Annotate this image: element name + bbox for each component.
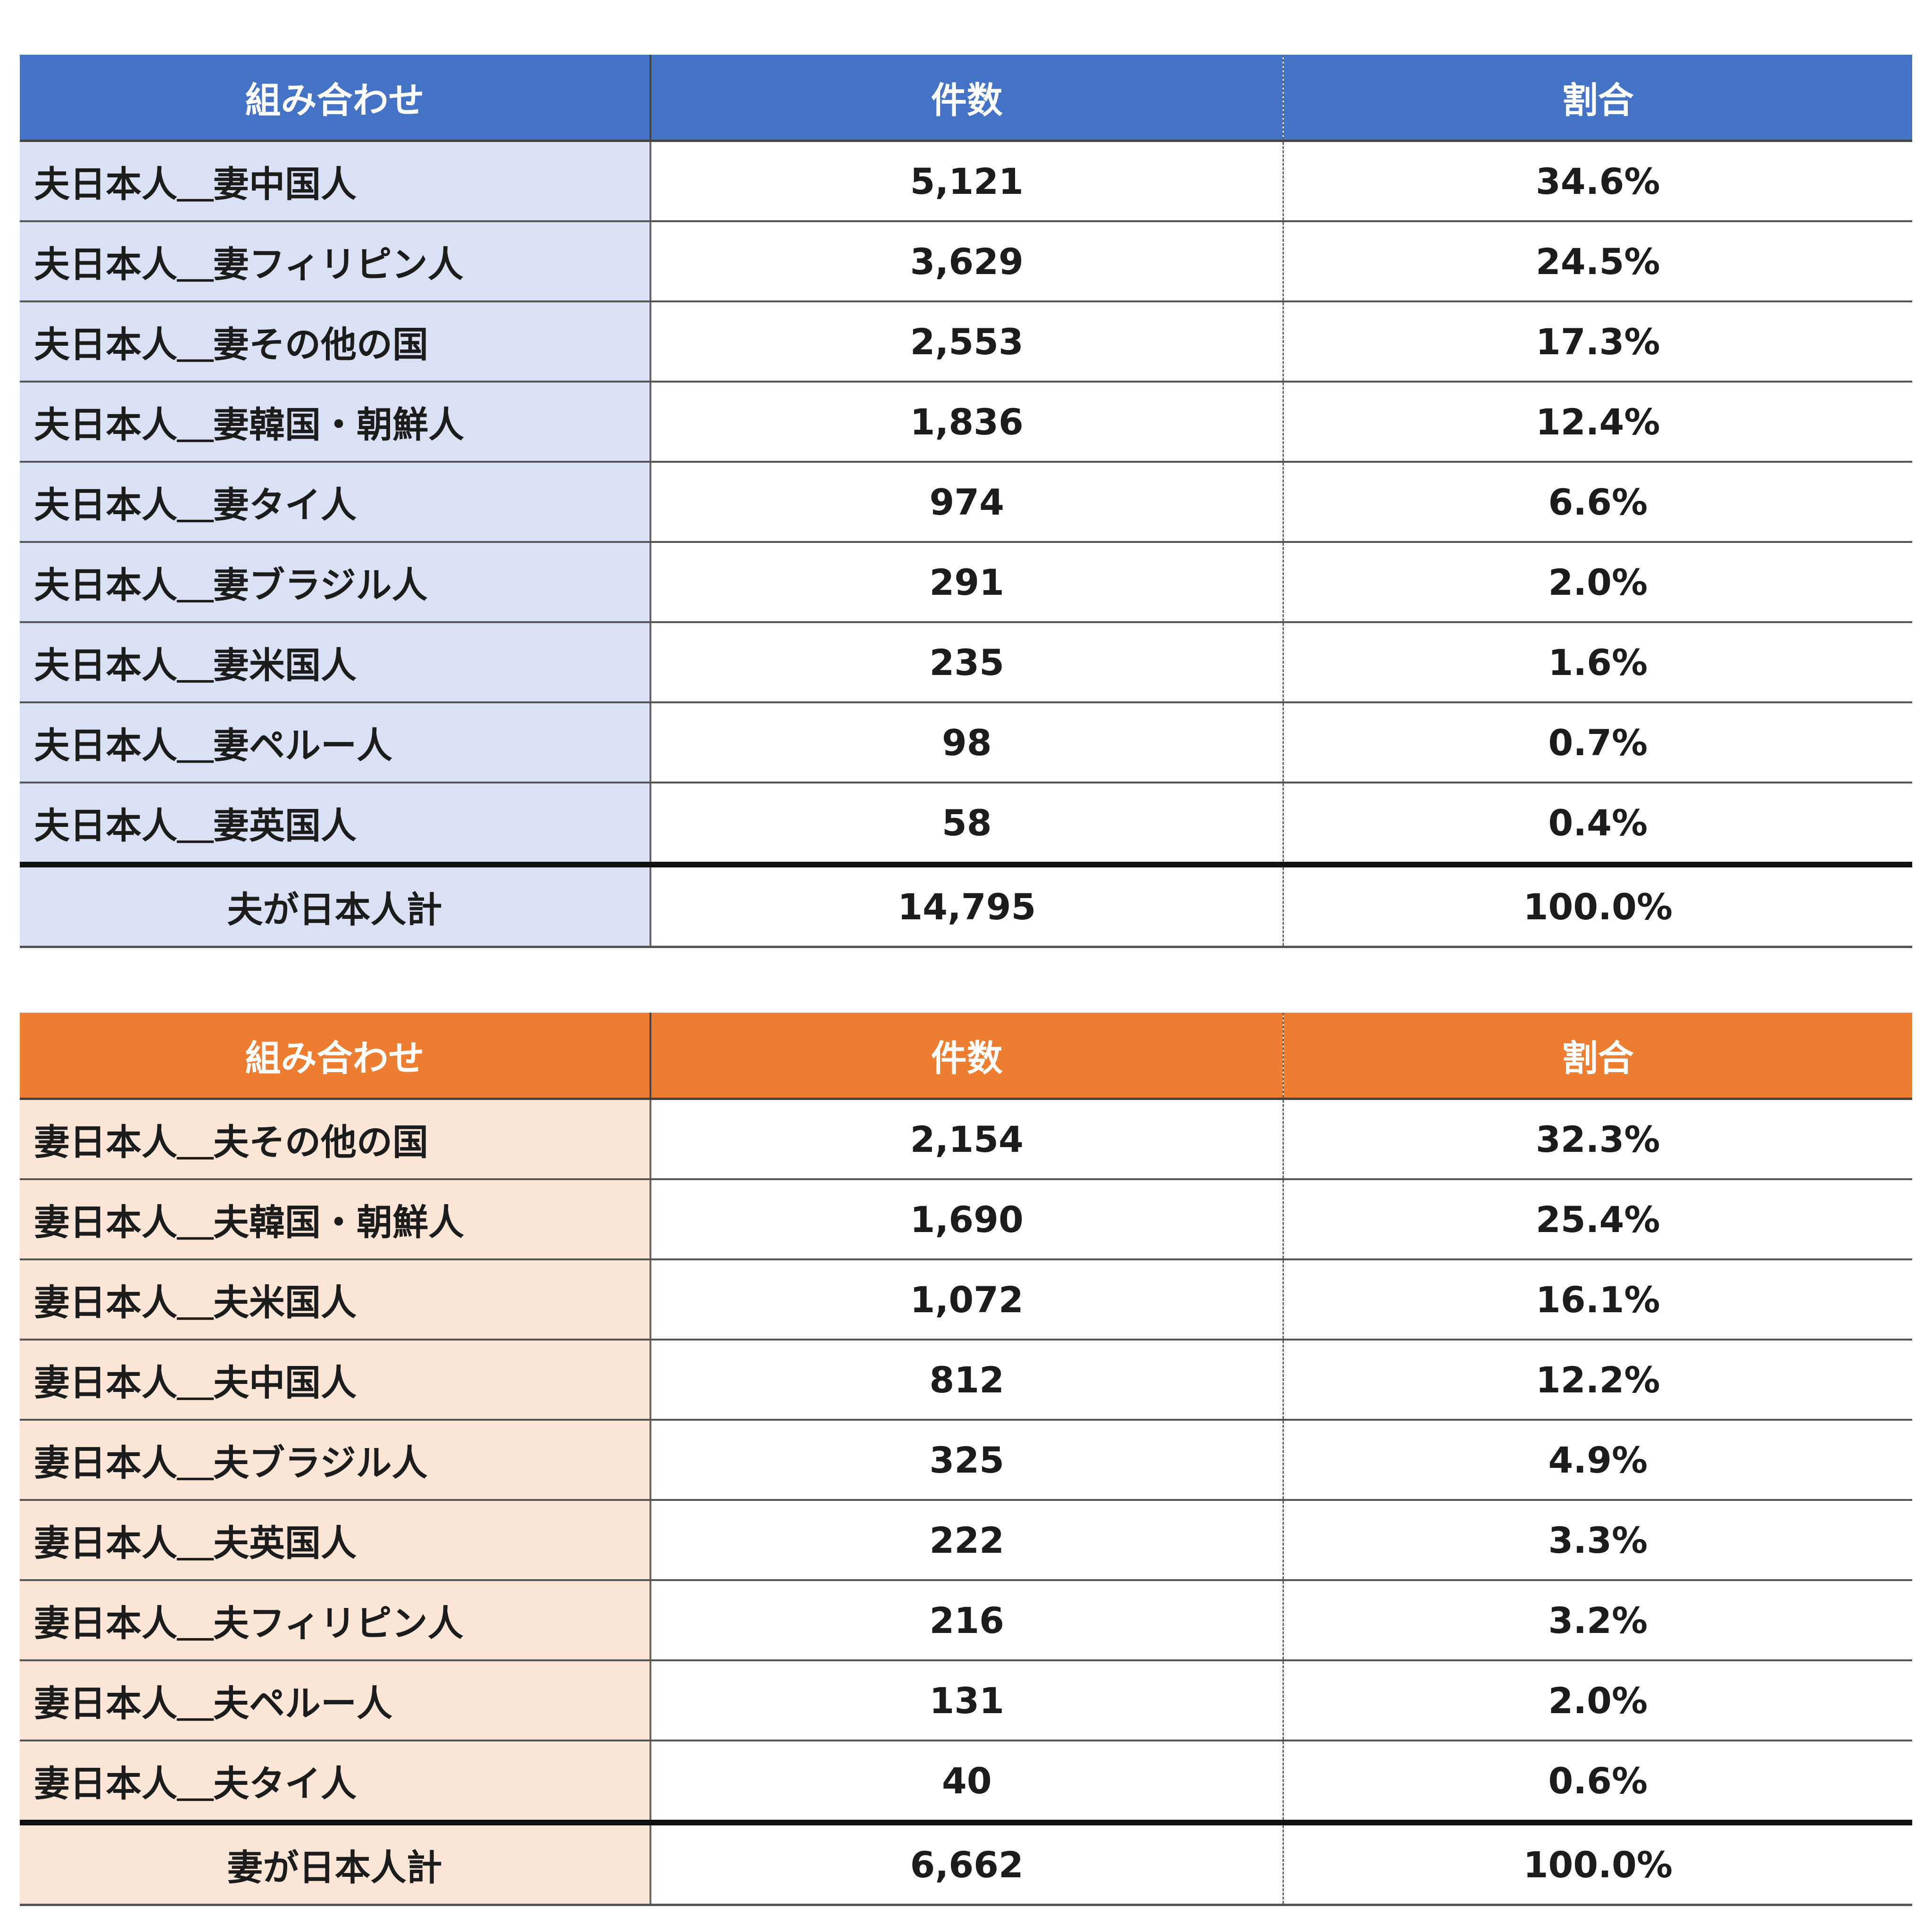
combination-cell: 妻日本人＿夫その他の国 (20, 1099, 651, 1180)
ratio-cell: 0.7% (1282, 702, 1912, 783)
count-cell: 216 (650, 1580, 1283, 1661)
count-cell: 325 (650, 1420, 1283, 1501)
total-ratio: 100.0% (1282, 1820, 1912, 1906)
ratio-cell: 12.2% (1282, 1340, 1912, 1421)
table-row: 妻日本人＿夫英国人 222 3.3% (20, 1500, 1912, 1581)
column-header-count: 件数 (650, 55, 1283, 142)
ratio-cell: 34.6% (1282, 141, 1912, 222)
table-row: 夫日本人＿妻韓国・朝鮮人 1,836 12.4% (20, 382, 1912, 463)
count-cell: 2,154 (650, 1099, 1283, 1180)
combination-cell: 妻日本人＿夫韓国・朝鮮人 (20, 1179, 651, 1260)
combination-cell: 夫日本人＿妻韓国・朝鮮人 (20, 382, 651, 463)
column-header-ratio: 割合 (1282, 55, 1912, 142)
count-cell: 974 (650, 462, 1283, 543)
ratio-cell: 24.5% (1282, 221, 1912, 302)
table-row: 夫日本人＿妻フィリピン人 3,629 24.5% (20, 221, 1912, 302)
count-cell: 1,836 (650, 382, 1283, 463)
ratio-cell: 4.9% (1282, 1420, 1912, 1501)
ratio-cell: 12.4% (1282, 382, 1912, 463)
table-row: 夫日本人＿妻その他の国 2,553 17.3% (20, 301, 1912, 383)
header-row: 組み合わせ 件数 割合 (20, 1013, 1912, 1100)
count-cell: 1,690 (650, 1179, 1283, 1260)
combination-cell: 妻日本人＿夫中国人 (20, 1340, 651, 1421)
combination-cell: 妻日本人＿夫ペルー人 (20, 1660, 651, 1741)
ratio-cell: 2.0% (1282, 542, 1912, 623)
count-cell: 131 (650, 1660, 1283, 1741)
combination-cell: 夫日本人＿妻その他の国 (20, 301, 651, 383)
combination-cell: 妻日本人＿夫英国人 (20, 1500, 651, 1581)
header-row: 組み合わせ 件数 割合 (20, 55, 1912, 142)
table-row: 夫日本人＿妻タイ人 974 6.6% (20, 462, 1912, 543)
table-row: 妻日本人＿夫中国人 812 12.2% (20, 1340, 1912, 1421)
combination-cell: 妻日本人＿夫タイ人 (20, 1740, 651, 1824)
column-header-ratio: 割合 (1282, 1013, 1912, 1100)
combination-cell: 夫日本人＿妻ペルー人 (20, 702, 651, 783)
count-cell: 291 (650, 542, 1283, 623)
combination-cell: 夫日本人＿妻フィリピン人 (20, 221, 651, 302)
table-row: 妻日本人＿夫ペルー人 131 2.0% (20, 1660, 1912, 1741)
table-row: 妻日本人＿夫その他の国 2,154 32.3% (20, 1099, 1912, 1180)
ratio-cell: 0.4% (1282, 783, 1912, 866)
count-cell: 98 (650, 702, 1283, 783)
ratio-cell: 17.3% (1282, 301, 1912, 383)
count-cell: 58 (650, 783, 1283, 866)
table-row: 妻日本人＿夫米国人 1,072 16.1% (20, 1259, 1912, 1341)
combination-cell: 夫日本人＿妻米国人 (20, 622, 651, 703)
ratio-cell: 25.4% (1282, 1179, 1912, 1260)
combination-cell: 妻日本人＿夫フィリピン人 (20, 1580, 651, 1661)
table-row: 夫日本人＿妻ブラジル人 291 2.0% (20, 542, 1912, 623)
combination-cell: 夫日本人＿妻英国人 (20, 783, 651, 866)
ratio-cell: 0.6% (1282, 1740, 1912, 1824)
table-row: 夫日本人＿妻英国人 58 0.4% (20, 783, 1912, 866)
count-cell: 812 (650, 1340, 1283, 1421)
combination-cell: 夫日本人＿妻中国人 (20, 141, 651, 222)
ratio-cell: 3.2% (1282, 1580, 1912, 1661)
count-cell: 235 (650, 622, 1283, 703)
table-row: 夫日本人＿妻米国人 235 1.6% (20, 622, 1912, 703)
husband-japanese-table: 組み合わせ 件数 割合 夫日本人＿妻中国人 5,121 34.6% 夫日本人＿妻… (20, 55, 1912, 948)
count-cell: 222 (650, 1500, 1283, 1581)
combination-cell: 夫日本人＿妻ブラジル人 (20, 542, 651, 623)
count-cell: 3,629 (650, 221, 1283, 302)
ratio-cell: 32.3% (1282, 1099, 1912, 1180)
total-ratio: 100.0% (1282, 862, 1912, 948)
total-label: 妻が日本人計 (20, 1820, 651, 1906)
column-header-count: 件数 (650, 1013, 1283, 1100)
ratio-cell: 16.1% (1282, 1259, 1912, 1341)
column-header-combination: 組み合わせ (20, 55, 651, 142)
count-cell: 1,072 (650, 1259, 1283, 1341)
ratio-cell: 6.6% (1282, 462, 1912, 543)
total-count: 14,795 (650, 862, 1283, 948)
table-row: 妻日本人＿夫韓国・朝鮮人 1,690 25.4% (20, 1179, 1912, 1260)
table-row: 妻日本人＿夫タイ人 40 0.6% (20, 1740, 1912, 1824)
combination-cell: 妻日本人＿夫米国人 (20, 1259, 651, 1341)
ratio-cell: 1.6% (1282, 622, 1912, 703)
table-row: 妻日本人＿夫ブラジル人 325 4.9% (20, 1420, 1912, 1501)
total-row: 夫が日本人計 14,795 100.0% (20, 862, 1912, 948)
table-row: 夫日本人＿妻中国人 5,121 34.6% (20, 141, 1912, 222)
total-row: 妻が日本人計 6,662 100.0% (20, 1820, 1912, 1906)
ratio-cell: 3.3% (1282, 1500, 1912, 1581)
combination-cell: 妻日本人＿夫ブラジル人 (20, 1420, 651, 1501)
count-cell: 5,121 (650, 141, 1283, 222)
column-header-combination: 組み合わせ (20, 1013, 651, 1100)
wife-japanese-table: 組み合わせ 件数 割合 妻日本人＿夫その他の国 2,154 32.3% 妻日本人… (20, 1013, 1912, 1906)
count-cell: 40 (650, 1740, 1283, 1824)
total-label: 夫が日本人計 (20, 862, 651, 948)
table-row: 夫日本人＿妻ペルー人 98 0.7% (20, 702, 1912, 783)
total-count: 6,662 (650, 1820, 1283, 1906)
table-row: 妻日本人＿夫フィリピン人 216 3.2% (20, 1580, 1912, 1661)
count-cell: 2,553 (650, 301, 1283, 383)
ratio-cell: 2.0% (1282, 1660, 1912, 1741)
combination-cell: 夫日本人＿妻タイ人 (20, 462, 651, 543)
